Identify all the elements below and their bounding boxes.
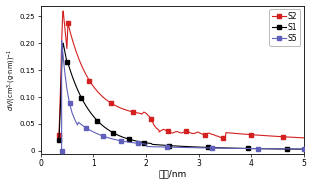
S2 (223, 138, 227, 140)
S1 (302, 148, 306, 150)
S2 (61, 10, 65, 12)
S2 (57, 134, 61, 136)
S1 (61, 42, 65, 44)
Y-axis label: $dV/(\mathrm{cm^3{\cdot}(g{\cdot}nm)})^{-1}$: $dV/(\mathrm{cm^3{\cdot}(g{\cdot}nm)})^{… (6, 48, 18, 111)
S2 (112, 104, 116, 106)
S2 (149, 117, 153, 120)
S5 (60, 39, 64, 42)
X-axis label: 孔径/nm: 孔径/nm (158, 169, 186, 178)
S1 (84, 105, 88, 107)
S5 (129, 141, 133, 144)
S5 (165, 146, 168, 148)
Line: S5: S5 (60, 39, 305, 152)
S5 (302, 148, 306, 150)
S2 (142, 111, 146, 113)
Line: S2: S2 (57, 9, 305, 141)
S5 (73, 118, 77, 121)
S5 (158, 146, 162, 148)
S2 (187, 131, 191, 133)
S2 (90, 84, 94, 86)
S1 (86, 108, 90, 110)
Line: S1: S1 (57, 42, 305, 151)
Legend: S2, S1, S5: S2, S1, S5 (269, 9, 300, 46)
S1 (268, 148, 272, 150)
S1 (143, 141, 146, 144)
S1 (104, 127, 108, 130)
S5 (60, 150, 64, 152)
S1 (140, 141, 144, 143)
S1 (57, 139, 61, 141)
S5 (139, 143, 143, 145)
S2 (218, 136, 222, 139)
S2 (302, 137, 306, 139)
S5 (117, 139, 120, 141)
